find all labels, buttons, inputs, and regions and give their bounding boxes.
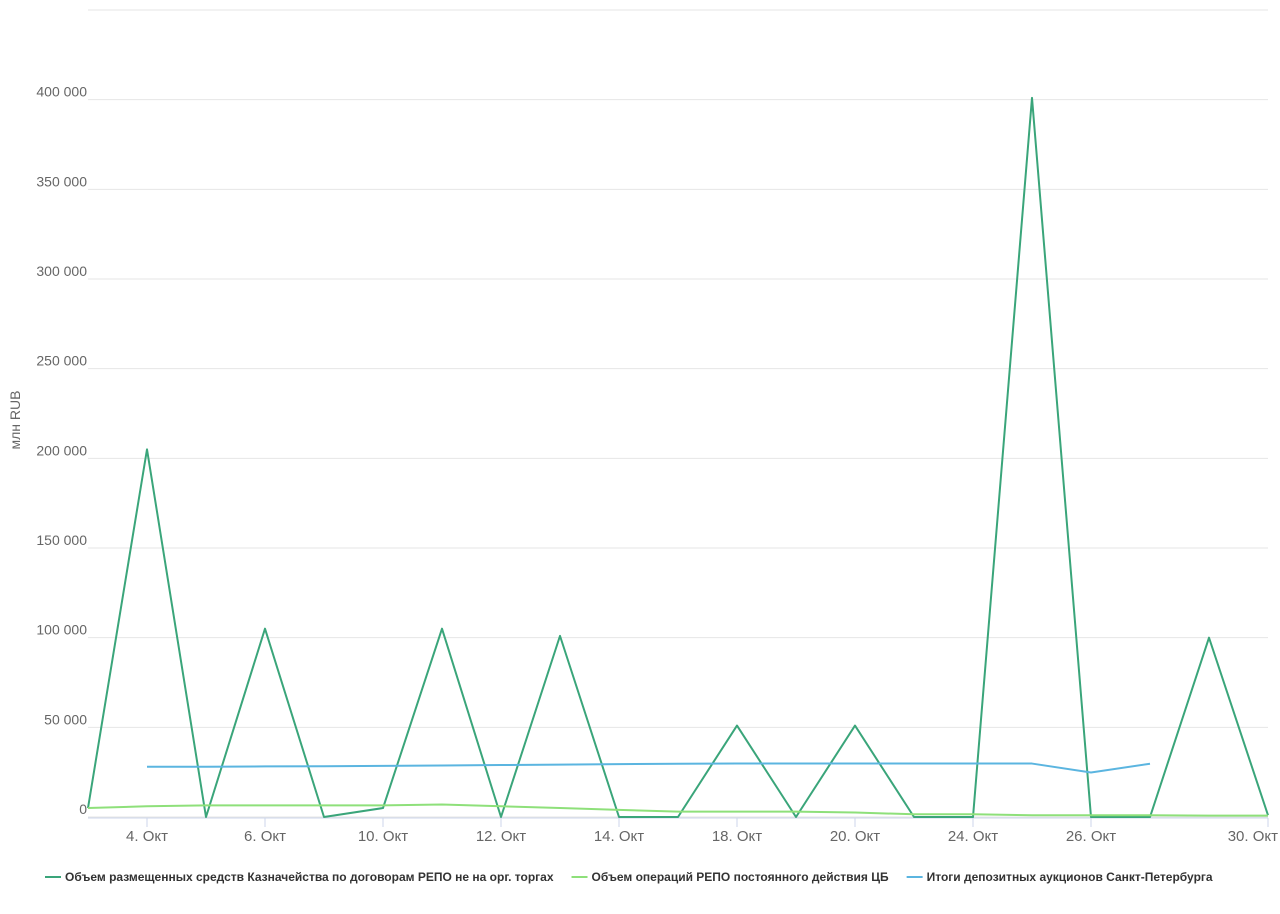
y-tick-label: 300 000 [36, 263, 87, 279]
y-tick-label: 400 000 [36, 84, 87, 100]
x-tick-label: 4. Окт [126, 828, 168, 845]
x-tick-label: 30. Окт [1228, 828, 1278, 845]
x-tick-label: 14. Окт [594, 828, 644, 845]
y-tick-label: 200 000 [36, 442, 87, 458]
y-tick-label: 350 000 [36, 173, 87, 189]
y-tick-label: 250 000 [36, 353, 87, 369]
x-tick-label: 26. Окт [1066, 828, 1116, 845]
x-tick-label: 6. Окт [244, 828, 286, 845]
series-line [147, 762, 1151, 774]
x-tick-label: 10. Окт [358, 828, 408, 845]
y-axis-title: млн RUB [7, 391, 23, 450]
series-line [87, 803, 1268, 817]
y-tick-label: 150 000 [36, 532, 87, 548]
x-tick-label: 18. Окт [712, 828, 762, 845]
x-tick-label: 20. Окт [830, 828, 880, 845]
legend-label: Объем операций РЕПО постоянного действия… [592, 870, 889, 884]
legend-label: Итоги депозитных аукционов Санкт-Петербу… [927, 870, 1213, 884]
y-tick-label: 100 000 [36, 622, 87, 638]
series-line [87, 96, 1269, 818]
legend-label: Объем размещенных средств Казначейства п… [65, 870, 554, 884]
y-tick-label: 50 000 [44, 711, 87, 727]
x-tick-label: 24. Окт [948, 828, 998, 845]
y-tick-label: 0 [79, 801, 87, 817]
x-tick-label: 12. Окт [476, 828, 526, 845]
